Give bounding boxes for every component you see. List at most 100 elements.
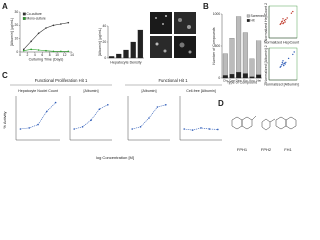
point bbox=[208, 128, 211, 130]
point bbox=[98, 108, 101, 110]
point bbox=[282, 63, 284, 65]
legend-label: Mono-culture bbox=[27, 16, 46, 20]
point bbox=[286, 17, 288, 19]
y-tick-label: 0 bbox=[218, 76, 220, 80]
panel-label: C bbox=[2, 71, 8, 80]
point bbox=[67, 21, 70, 24]
structure-label: FPH1 bbox=[237, 147, 248, 152]
bar bbox=[256, 40, 262, 79]
structure-label: FH1 bbox=[284, 147, 292, 152]
point bbox=[73, 128, 75, 130]
x-axis-label: Normalized HepCount 1 bbox=[264, 40, 300, 44]
point bbox=[281, 61, 283, 64]
point bbox=[282, 60, 284, 62]
y-axis-label: [Albumin] (μg/mL) bbox=[10, 18, 14, 46]
chart-title: [Albumin] bbox=[84, 89, 99, 93]
plot-frame bbox=[268, 5, 298, 39]
point bbox=[52, 50, 55, 53]
x-tick-label: 8 bbox=[49, 53, 51, 57]
point bbox=[81, 126, 84, 128]
point bbox=[217, 128, 219, 131]
structure-label: FPH2 bbox=[261, 147, 272, 152]
y-tick-label: 0 bbox=[104, 56, 106, 60]
point bbox=[28, 127, 31, 129]
x-axis-label: Normalized [Albumin] 1 bbox=[264, 82, 300, 86]
bar bbox=[222, 53, 228, 79]
y-tick-label: 20 bbox=[103, 40, 107, 44]
x-axis-label: Culturing Time (Days) bbox=[29, 57, 64, 61]
bar bbox=[229, 74, 235, 79]
y-tick-label: 30 bbox=[15, 10, 19, 14]
bar bbox=[236, 16, 242, 79]
point bbox=[54, 101, 57, 104]
point bbox=[283, 22, 285, 24]
line bbox=[23, 22, 69, 50]
bar bbox=[108, 56, 115, 59]
point bbox=[283, 64, 285, 67]
x-tick-label: Kno bbox=[249, 78, 255, 82]
chart-title: [Albumin] bbox=[142, 89, 157, 93]
y-axis-label: Normalized HepCount 2 bbox=[264, 3, 268, 41]
panel-label: A bbox=[2, 2, 8, 11]
line bbox=[132, 104, 166, 130]
y-tick-label: 10 bbox=[15, 37, 19, 41]
chart-title: Hepatocyte Nuclei Count bbox=[18, 89, 58, 93]
point bbox=[19, 128, 22, 130]
group-title: Functional Hit 1 bbox=[158, 78, 188, 83]
bar bbox=[242, 73, 248, 79]
x-tick-label: Kin bbox=[243, 78, 248, 82]
legend-label: Co-culture bbox=[27, 12, 42, 16]
x-axis-label: Type of Compound bbox=[227, 80, 257, 84]
chemical-structures bbox=[231, 115, 297, 131]
x-tick-label: Chr bbox=[223, 78, 228, 82]
legend-swatch bbox=[246, 19, 250, 22]
point bbox=[284, 63, 286, 65]
point bbox=[290, 12, 293, 14]
x-tick-label: 2 bbox=[27, 53, 29, 57]
bar bbox=[137, 29, 144, 59]
microscopy bbox=[150, 12, 196, 58]
x-tick-label: 10 bbox=[55, 53, 59, 57]
panel-label: D bbox=[218, 99, 224, 108]
x-tick-label: 6 bbox=[41, 53, 43, 57]
bar bbox=[116, 53, 122, 59]
point bbox=[287, 57, 290, 60]
x-axis-label: Hepatocyte Density bbox=[110, 60, 141, 64]
point bbox=[60, 23, 62, 25]
point bbox=[282, 18, 284, 20]
legend-label: Screened bbox=[251, 14, 265, 18]
bar bbox=[130, 41, 136, 59]
x-tick-label: 14 bbox=[70, 53, 74, 57]
y-tick-label: 40 bbox=[103, 24, 107, 28]
point bbox=[283, 19, 286, 22]
x-tick-label: 0 bbox=[19, 53, 21, 57]
legend-swatch bbox=[22, 17, 26, 20]
point bbox=[279, 23, 281, 26]
point bbox=[37, 123, 39, 126]
bar bbox=[242, 32, 248, 79]
panel-label: B bbox=[203, 2, 209, 11]
legend-label: Hit bbox=[251, 18, 255, 22]
point bbox=[156, 106, 159, 108]
point bbox=[22, 49, 25, 52]
point bbox=[183, 128, 185, 130]
point bbox=[165, 104, 167, 106]
point bbox=[52, 24, 55, 27]
point bbox=[293, 51, 295, 53]
figure: A B C D Functional Proliferation Hit 1 F… bbox=[2, 2, 300, 160]
bar bbox=[249, 76, 255, 79]
y-axis-label: Number of Compounds bbox=[212, 27, 216, 64]
group-title: Functional Proliferation Hit 1 bbox=[35, 78, 88, 83]
bar bbox=[236, 72, 242, 79]
point bbox=[37, 49, 40, 51]
bar bbox=[249, 58, 255, 79]
point bbox=[30, 40, 32, 43]
point bbox=[45, 49, 47, 52]
y-tick-label: 0 bbox=[16, 50, 18, 54]
chart-title: Cell-free [Albumin] bbox=[186, 89, 216, 93]
point bbox=[90, 119, 92, 121]
x-tick-label: Nat bbox=[256, 78, 261, 82]
point bbox=[45, 27, 47, 29]
bar bbox=[222, 75, 228, 79]
point bbox=[292, 53, 294, 56]
